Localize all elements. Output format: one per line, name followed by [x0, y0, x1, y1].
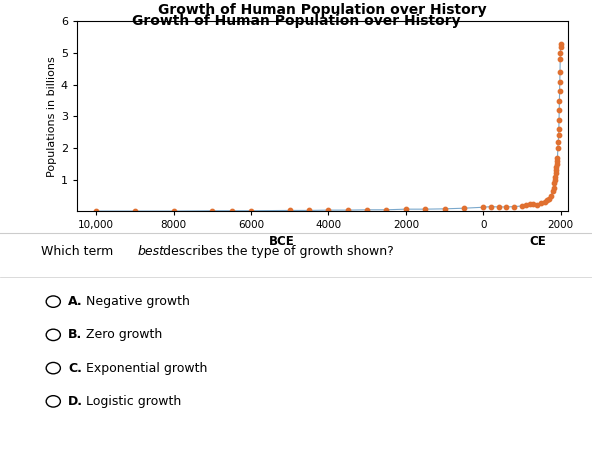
- Text: Zero growth: Zero growth: [86, 328, 162, 342]
- Point: [246, 207, 256, 215]
- Text: Which term: Which term: [41, 245, 118, 257]
- Point: [549, 184, 558, 191]
- Point: [324, 206, 333, 214]
- Text: CE: CE: [529, 235, 546, 247]
- Point: [551, 173, 560, 180]
- Point: [551, 170, 560, 177]
- Point: [478, 203, 488, 211]
- Point: [510, 203, 519, 210]
- Point: [549, 179, 559, 187]
- Point: [130, 207, 140, 215]
- Point: [554, 116, 564, 124]
- Text: A.: A.: [68, 295, 83, 308]
- Point: [556, 43, 565, 50]
- Point: [486, 203, 496, 210]
- Point: [555, 56, 565, 63]
- Text: best: best: [138, 245, 165, 257]
- Point: [208, 207, 217, 215]
- Point: [494, 203, 503, 211]
- Title: Growth of Human Population over History: Growth of Human Population over History: [158, 3, 487, 18]
- Text: Negative growth: Negative growth: [86, 295, 189, 308]
- Point: [544, 195, 554, 202]
- Point: [420, 205, 430, 213]
- Point: [540, 198, 550, 206]
- Point: [555, 106, 564, 114]
- Point: [536, 200, 546, 207]
- Point: [285, 207, 294, 214]
- Point: [533, 201, 542, 209]
- Point: [362, 206, 372, 214]
- Point: [227, 207, 236, 215]
- Point: [556, 40, 565, 48]
- Point: [382, 206, 391, 214]
- Y-axis label: Populations in billions: Populations in billions: [47, 56, 57, 177]
- Text: BCE: BCE: [269, 235, 295, 247]
- Text: Growth of Human Population over History: Growth of Human Population over History: [131, 14, 461, 28]
- Point: [554, 138, 563, 145]
- Point: [542, 197, 552, 204]
- Point: [556, 49, 565, 57]
- Point: [440, 205, 449, 213]
- Point: [555, 97, 564, 104]
- Text: Logistic growth: Logistic growth: [86, 395, 181, 408]
- Point: [501, 203, 511, 211]
- Point: [552, 157, 562, 164]
- Point: [521, 201, 530, 209]
- Point: [169, 207, 178, 215]
- Text: B.: B.: [68, 328, 82, 342]
- Point: [553, 154, 562, 162]
- Point: [304, 207, 314, 214]
- Text: describes the type of growth shown?: describes the type of growth shown?: [159, 245, 394, 257]
- Point: [555, 68, 565, 76]
- Point: [554, 125, 564, 133]
- Point: [553, 144, 562, 152]
- Point: [343, 206, 352, 214]
- Text: C.: C.: [68, 361, 82, 375]
- Point: [555, 87, 564, 95]
- Point: [459, 204, 469, 212]
- Point: [529, 200, 538, 208]
- Text: Exponential growth: Exponential growth: [86, 361, 207, 375]
- Point: [548, 187, 558, 195]
- Point: [517, 202, 527, 210]
- Point: [555, 78, 565, 86]
- Point: [92, 207, 101, 215]
- Point: [546, 192, 556, 200]
- Point: [554, 132, 564, 139]
- Point: [552, 163, 561, 171]
- Text: D.: D.: [68, 395, 83, 408]
- Point: [552, 160, 561, 168]
- Point: [550, 176, 559, 183]
- Point: [401, 205, 411, 213]
- Point: [525, 200, 535, 208]
- Point: [551, 166, 561, 174]
